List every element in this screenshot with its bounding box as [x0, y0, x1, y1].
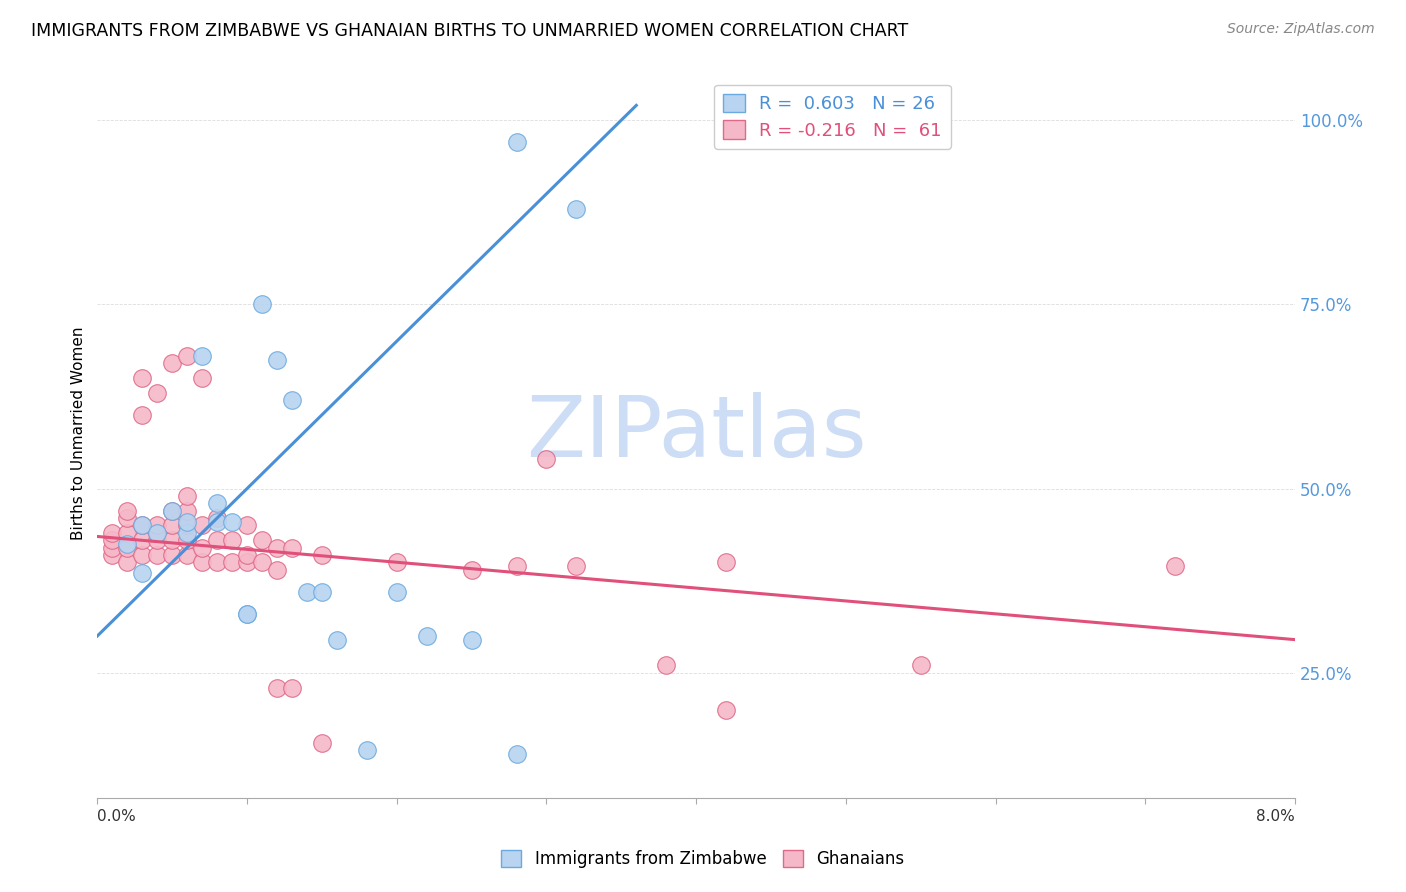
- Point: [714, 703, 737, 717]
- Point: [250, 297, 273, 311]
- Point: [714, 555, 737, 569]
- Point: [655, 658, 678, 673]
- Point: [250, 533, 273, 548]
- Point: [505, 135, 527, 149]
- Point: [326, 632, 349, 647]
- Point: [221, 555, 243, 569]
- Point: [176, 518, 198, 533]
- Point: [910, 658, 932, 673]
- Point: [146, 525, 169, 540]
- Point: [191, 541, 214, 555]
- Text: 0.0%: 0.0%: [97, 809, 136, 824]
- Point: [176, 548, 198, 562]
- Point: [101, 533, 124, 548]
- Point: [460, 563, 482, 577]
- Point: [250, 555, 273, 569]
- Point: [385, 584, 408, 599]
- Point: [176, 533, 198, 548]
- Point: [146, 548, 169, 562]
- Point: [266, 352, 288, 367]
- Point: [160, 518, 183, 533]
- Legend: R =  0.603   N = 26, R = -0.216   N =  61: R = 0.603 N = 26, R = -0.216 N = 61: [714, 85, 950, 149]
- Text: Source: ZipAtlas.com: Source: ZipAtlas.com: [1227, 22, 1375, 37]
- Text: IMMIGRANTS FROM ZIMBABWE VS GHANAIAN BIRTHS TO UNMARRIED WOMEN CORRELATION CHART: IMMIGRANTS FROM ZIMBABWE VS GHANAIAN BIR…: [31, 22, 908, 40]
- Point: [146, 533, 169, 548]
- Point: [117, 555, 139, 569]
- Point: [236, 548, 259, 562]
- Point: [160, 504, 183, 518]
- Text: ZIPatlas: ZIPatlas: [526, 392, 866, 475]
- Point: [536, 452, 558, 467]
- Point: [460, 632, 482, 647]
- Point: [131, 518, 153, 533]
- Point: [146, 385, 169, 400]
- Point: [205, 496, 228, 510]
- Point: [160, 533, 183, 548]
- Point: [1164, 558, 1187, 573]
- Point: [281, 393, 304, 408]
- Point: [205, 555, 228, 569]
- Point: [117, 525, 139, 540]
- Point: [176, 504, 198, 518]
- Point: [131, 518, 153, 533]
- Point: [236, 555, 259, 569]
- Point: [117, 504, 139, 518]
- Point: [160, 504, 183, 518]
- Point: [385, 555, 408, 569]
- Point: [131, 533, 153, 548]
- Point: [415, 629, 437, 643]
- Point: [176, 349, 198, 363]
- Point: [101, 548, 124, 562]
- Point: [281, 541, 304, 555]
- Point: [236, 607, 259, 621]
- Point: [266, 681, 288, 695]
- Point: [311, 548, 333, 562]
- Point: [176, 525, 198, 540]
- Point: [205, 533, 228, 548]
- Point: [176, 489, 198, 503]
- Point: [356, 743, 378, 757]
- Point: [160, 356, 183, 370]
- Point: [205, 515, 228, 529]
- Y-axis label: Births to Unmarried Women: Births to Unmarried Women: [72, 326, 86, 540]
- Point: [117, 511, 139, 525]
- Legend: Immigrants from Zimbabwe, Ghanaians: Immigrants from Zimbabwe, Ghanaians: [495, 843, 911, 875]
- Point: [191, 555, 214, 569]
- Point: [146, 518, 169, 533]
- Point: [131, 408, 153, 422]
- Point: [266, 563, 288, 577]
- Point: [311, 584, 333, 599]
- Point: [311, 736, 333, 750]
- Point: [117, 541, 139, 555]
- Text: 8.0%: 8.0%: [1257, 809, 1295, 824]
- Point: [565, 202, 588, 216]
- Point: [117, 537, 139, 551]
- Point: [266, 541, 288, 555]
- Point: [131, 371, 153, 385]
- Point: [565, 558, 588, 573]
- Point: [236, 607, 259, 621]
- Point: [176, 515, 198, 529]
- Point: [236, 518, 259, 533]
- Point: [146, 525, 169, 540]
- Point: [101, 541, 124, 555]
- Point: [205, 511, 228, 525]
- Point: [281, 681, 304, 695]
- Point: [131, 566, 153, 581]
- Point: [160, 548, 183, 562]
- Point: [191, 349, 214, 363]
- Point: [131, 548, 153, 562]
- Point: [191, 518, 214, 533]
- Point: [505, 558, 527, 573]
- Point: [101, 525, 124, 540]
- Point: [221, 533, 243, 548]
- Point: [191, 371, 214, 385]
- Point: [295, 584, 318, 599]
- Point: [505, 747, 527, 761]
- Point: [221, 515, 243, 529]
